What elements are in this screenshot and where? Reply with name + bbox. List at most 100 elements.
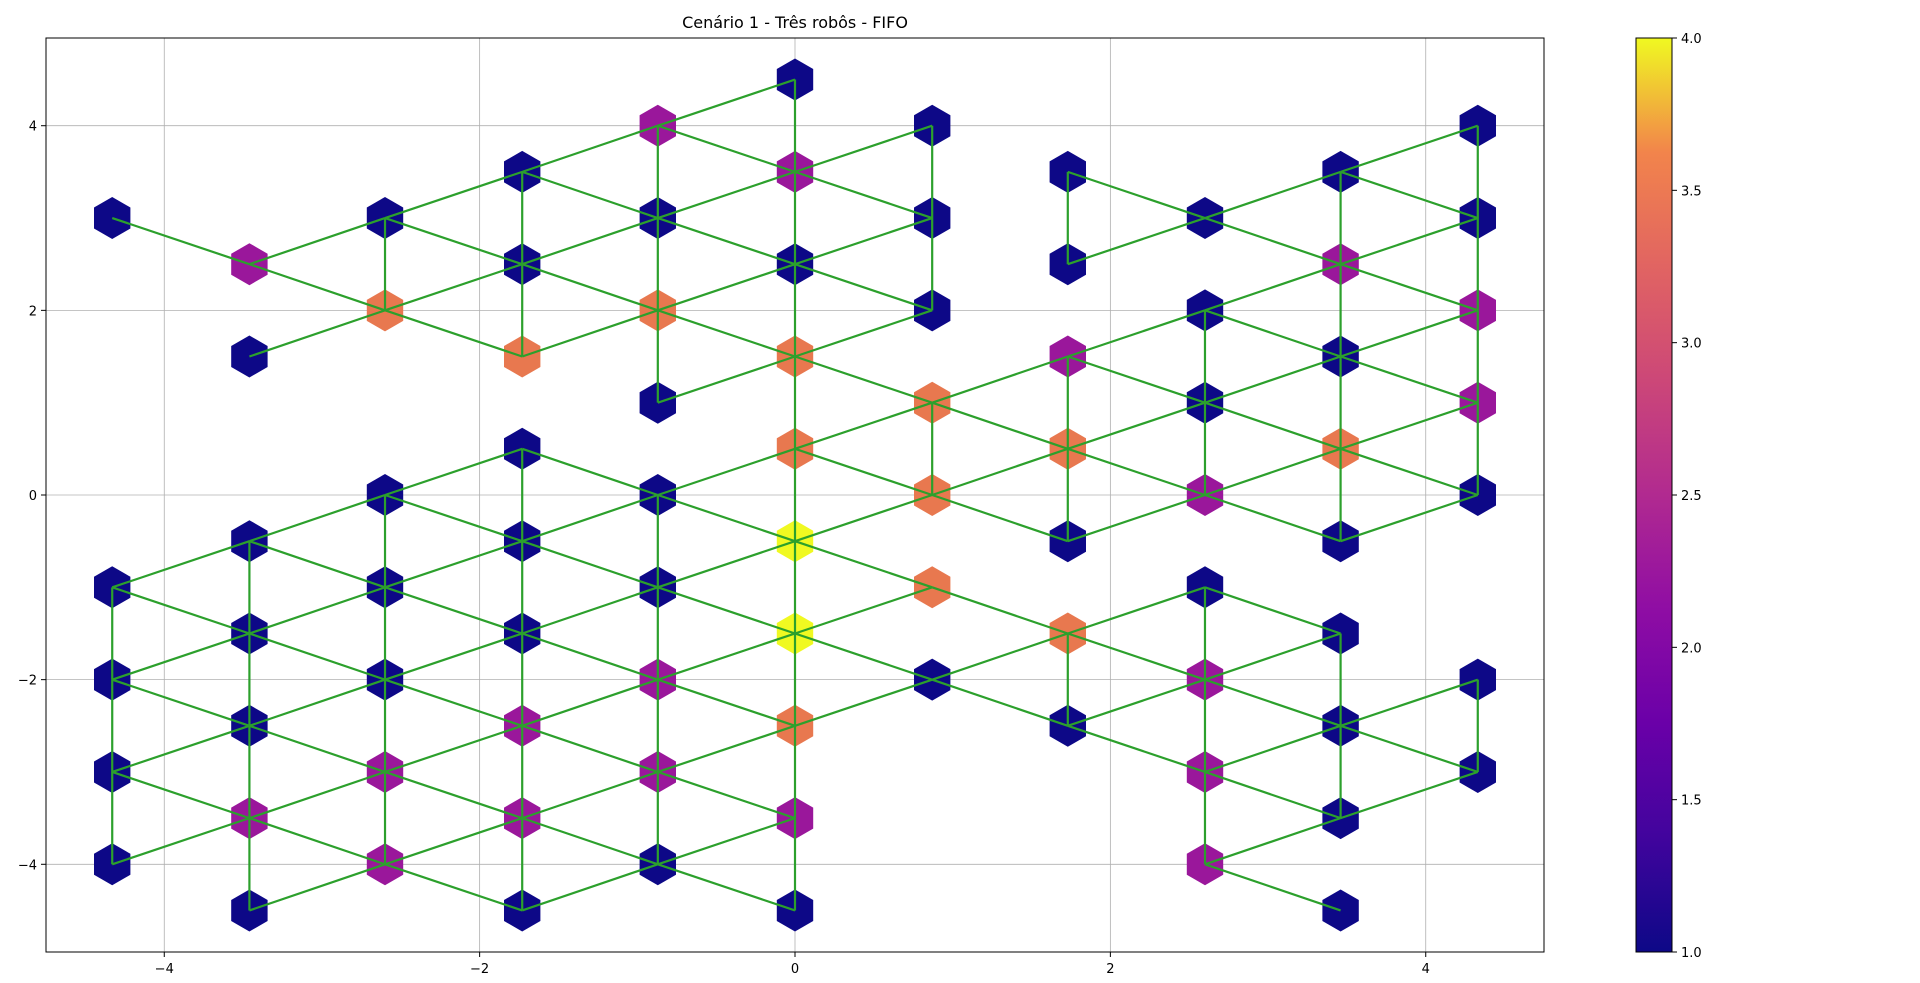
edge-line (1067, 493, 1206, 543)
edge-line (111, 586, 250, 635)
edge-line (657, 632, 796, 681)
edge-line (384, 632, 523, 681)
colorbar-tick-label: 4.0 (1681, 32, 1702, 47)
edge-line (111, 678, 250, 727)
hexagon-marker (231, 889, 268, 932)
edge-line (657, 863, 796, 912)
edge-line (384, 724, 523, 774)
hexagon-marker (1459, 104, 1496, 147)
x-tick-label: 2 (1106, 962, 1114, 977)
edge-line (1340, 724, 1479, 774)
edge-line (657, 540, 796, 589)
hexagon-marker (776, 889, 814, 932)
edge-line (1340, 263, 1479, 312)
edge-line (111, 632, 250, 681)
edge-line (1204, 724, 1341, 774)
edge-line (1204, 216, 1341, 266)
hexagon-marker (1049, 520, 1086, 563)
edge-line (521, 447, 659, 497)
edge-line (1067, 724, 1206, 774)
hexagon-marker (1322, 520, 1359, 563)
edge-line (1067, 678, 1206, 727)
edge-line (249, 770, 386, 820)
hexagon-marker (94, 566, 131, 609)
edge-line (1340, 124, 1479, 173)
colorbar: 1.0 1.5 2.0 2.5 3.0 3.5 4.0 (1635, 32, 1702, 961)
edge-line (111, 770, 250, 820)
colorbar-tick-label: 3.5 (1681, 184, 1702, 199)
edge-line (1204, 309, 1341, 358)
edge-line (794, 124, 933, 173)
edge-line (249, 263, 386, 312)
hexagon-marker (914, 104, 951, 147)
edge-line (521, 124, 659, 173)
edge-line (521, 770, 659, 820)
colorbar-tick-label: 3.0 (1681, 337, 1702, 352)
edge-line (521, 586, 659, 635)
edge-line (794, 309, 933, 358)
edge-line (931, 355, 1069, 404)
edge-line (249, 632, 386, 681)
chart-title: Cenário 1 - Três robôs - FIFO (682, 13, 908, 32)
edge-line (384, 586, 523, 635)
plot-area: −4 −2 0 2 4 −4 −2 0 2 4 (18, 37, 1545, 977)
edge-line (249, 309, 386, 358)
edge-line (657, 493, 796, 543)
edge-line (521, 863, 659, 912)
edge-line (521, 263, 659, 312)
edge-line (249, 216, 386, 266)
edge-line (794, 632, 933, 681)
edge-line (657, 678, 796, 727)
edge-line (657, 124, 796, 173)
x-tick-label: −2 (470, 962, 489, 977)
edge-line (657, 216, 796, 266)
edge-line (111, 540, 250, 589)
x-tick-label: 0 (791, 962, 799, 977)
edge-line (111, 817, 250, 866)
edge-line (657, 78, 796, 127)
edge-line (1204, 355, 1341, 404)
edge-line (931, 632, 1069, 681)
edge-line (1067, 309, 1206, 358)
edge-line (931, 493, 1069, 543)
edge-line (384, 447, 523, 497)
edge-line (111, 724, 250, 774)
edge-line (1340, 770, 1479, 820)
hexagon-marker (776, 58, 814, 101)
edge-line (794, 447, 933, 497)
hexagon-marker (639, 381, 676, 424)
edge-line (657, 817, 796, 866)
edge-line (794, 401, 933, 450)
edge-line (384, 863, 523, 912)
edge-line (657, 724, 796, 774)
edge-line (384, 170, 523, 220)
edge-line (1340, 216, 1479, 266)
hexagon-marker (1322, 889, 1359, 932)
edge-line (521, 493, 659, 543)
edge-line (1340, 401, 1479, 450)
hexagon-marker (1459, 658, 1496, 701)
edge-line (384, 216, 523, 266)
edge-line (794, 355, 933, 404)
edge-line (1340, 170, 1479, 220)
edge-line (249, 586, 386, 635)
edge-line (657, 263, 796, 312)
edge-line (1340, 493, 1479, 543)
hexagon-marker (504, 427, 541, 470)
hexagon-marker (94, 843, 131, 886)
edge-line (1067, 586, 1206, 635)
edge-line (1067, 355, 1206, 404)
colorbar-tick-label: 2.0 (1681, 641, 1702, 656)
edge-line (249, 724, 386, 774)
edge-line (1067, 216, 1206, 266)
edge-line (1204, 263, 1341, 312)
edge-line (657, 770, 796, 820)
edge-line (384, 678, 523, 727)
edge-line (384, 770, 523, 820)
edge-line (384, 540, 523, 589)
edge-line (794, 493, 933, 543)
edge-line (1067, 447, 1206, 497)
y-tick-label: −2 (18, 674, 37, 689)
